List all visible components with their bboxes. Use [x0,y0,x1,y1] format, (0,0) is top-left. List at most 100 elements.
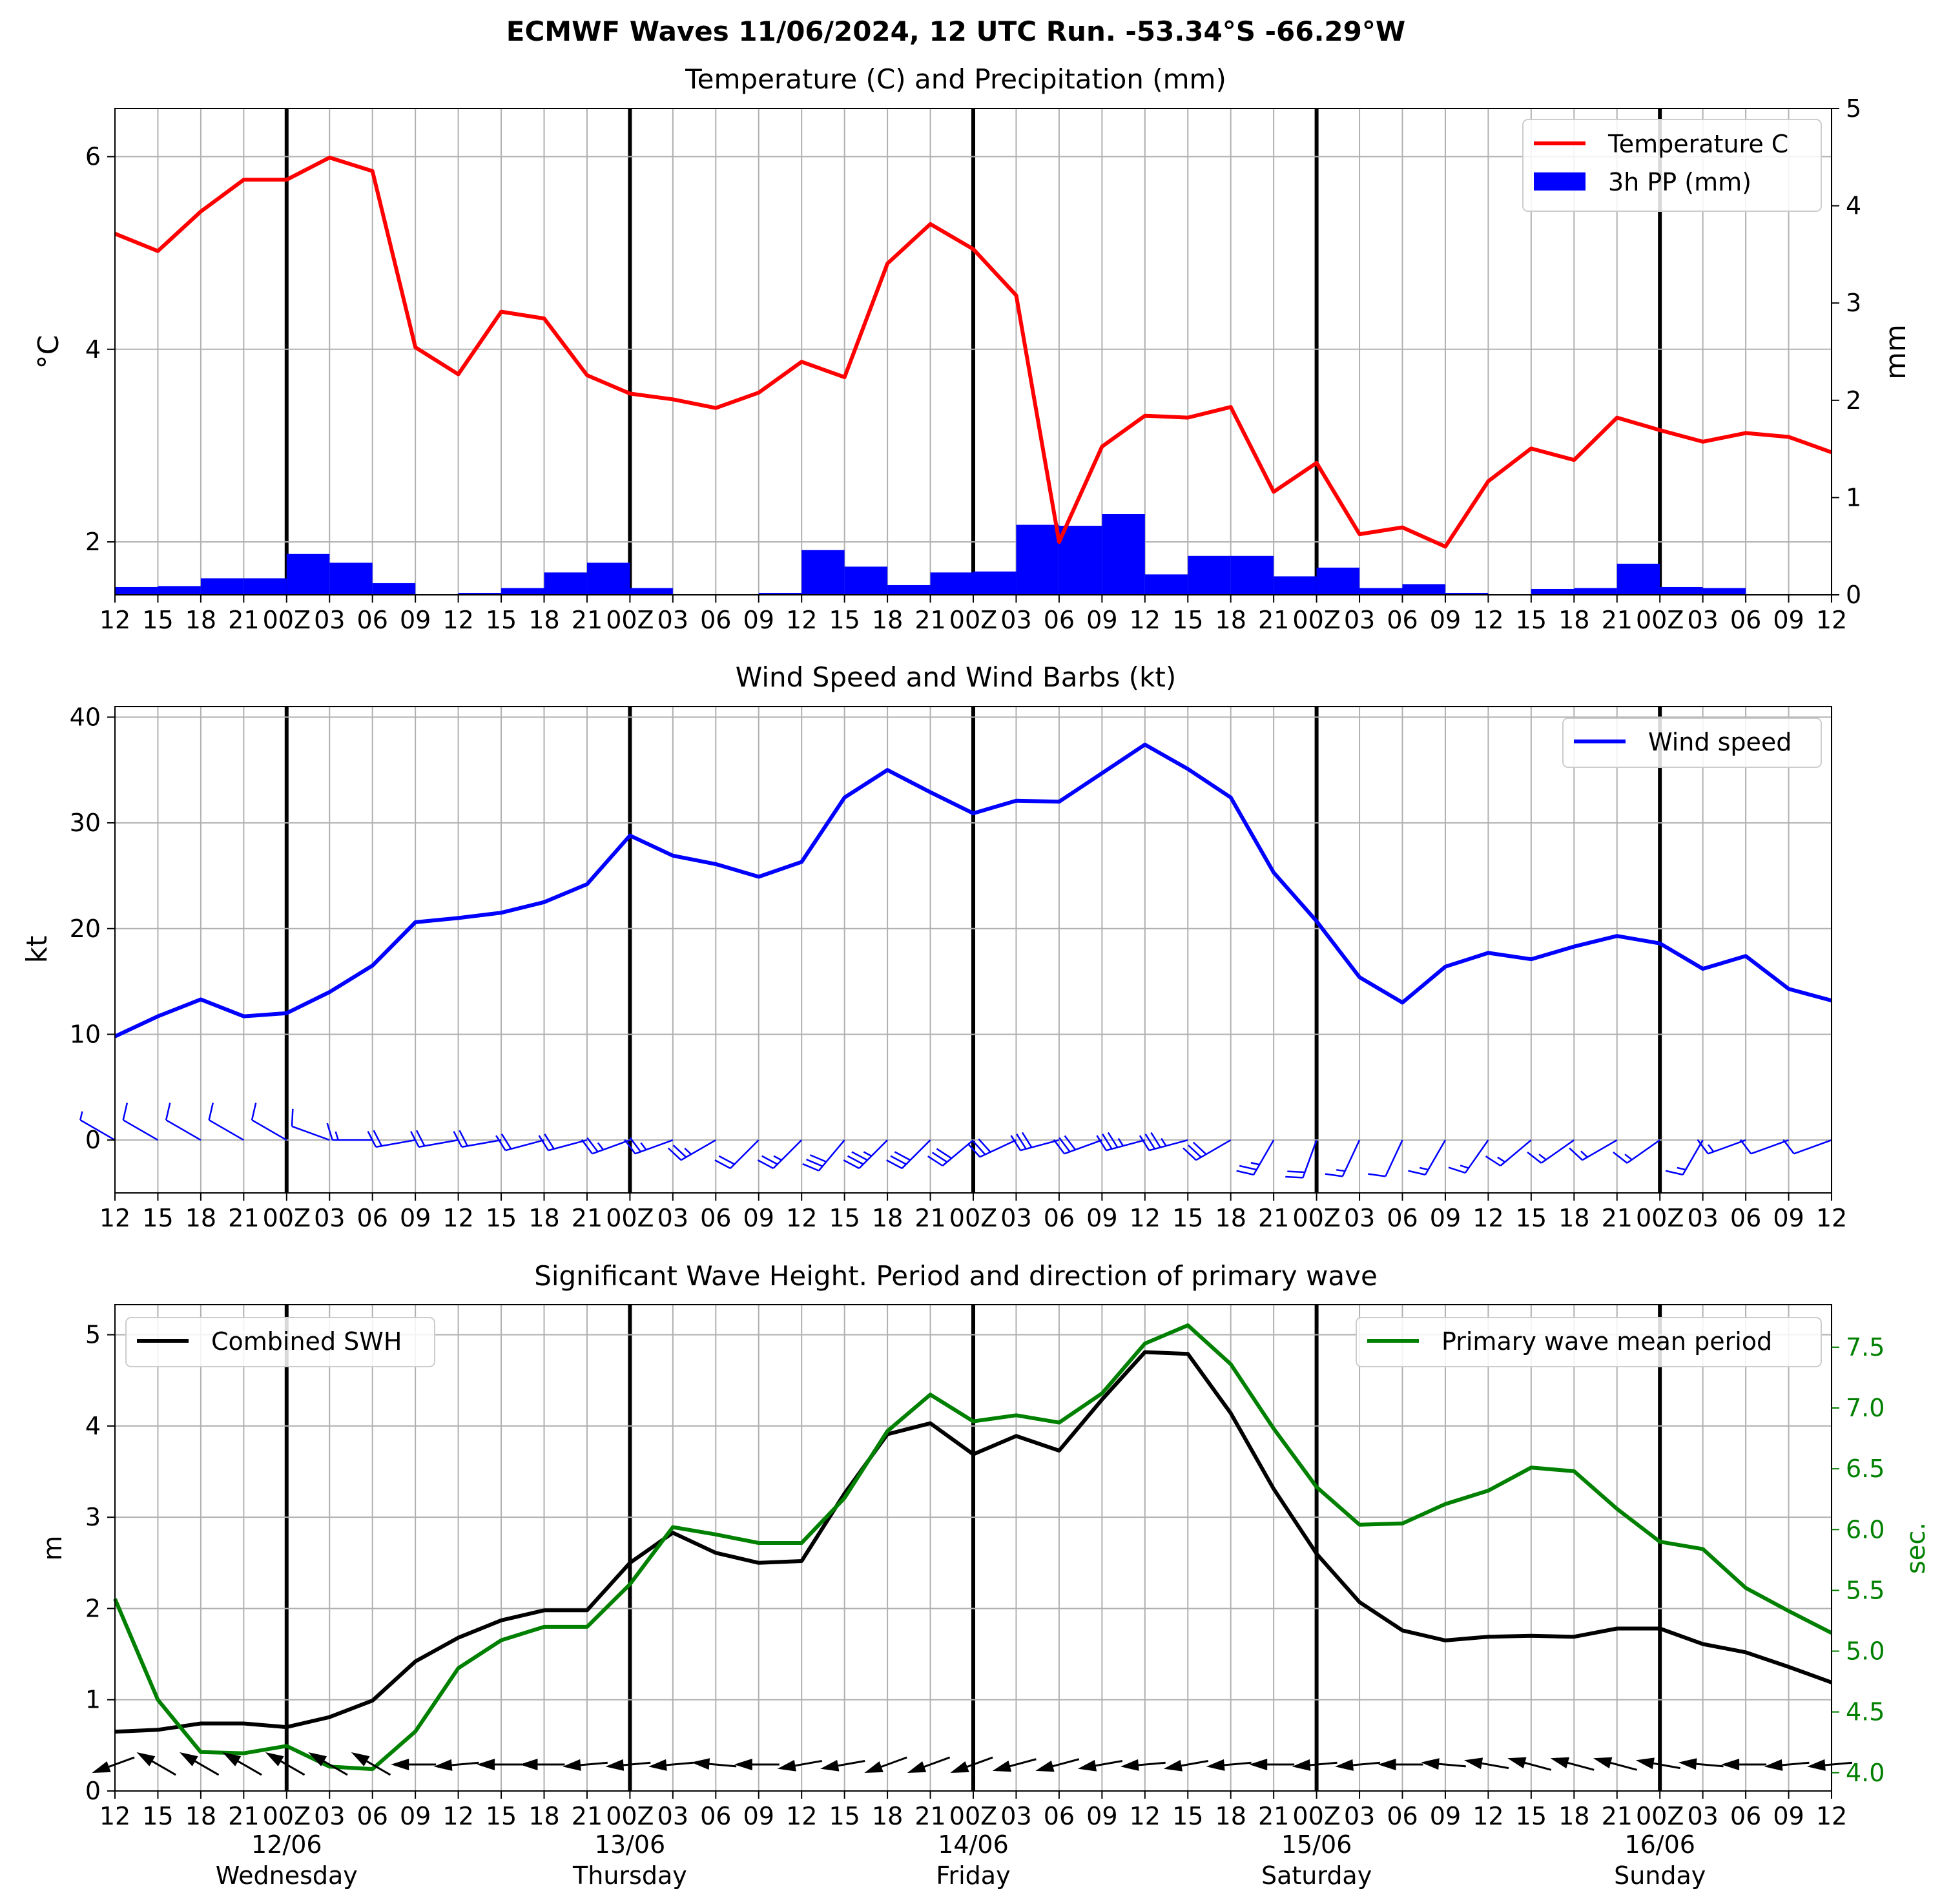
day-name-label: Thursday [572,1861,687,1890]
wave-arrow-head [265,1752,284,1766]
x-tick-label: 18 [185,1204,216,1232]
day-date-label: 12/06 [251,1830,322,1859]
wind-barb [1408,1139,1447,1176]
wind-barb [1010,1132,1060,1152]
wind-barb-half-feather [1336,1169,1345,1172]
wave-direction-arrow [265,1752,305,1776]
y-tick-label: 0 [1846,581,1861,609]
precip-bar [1144,574,1188,595]
x-tick-label: 21 [914,1204,945,1232]
wind-barb-feather [1010,1135,1022,1151]
day-date-label: 16/06 [1624,1830,1695,1859]
precip-bar [1402,584,1445,595]
wind-barb-feather [1059,1137,1071,1153]
wind-barb [1665,1139,1704,1176]
x-tick-label: 12 [1130,1204,1161,1232]
x-tick-label: 00Z [1292,1204,1340,1232]
panel-3-legend-left: Combined SWH [125,1317,435,1367]
wind-barb [1782,1139,1832,1155]
wave-direction-arrow [907,1756,951,1773]
precip-bar [1059,526,1102,595]
wind-barb-feather [1053,1139,1066,1155]
x-tick-label: 21 [1258,1204,1289,1232]
wind-barb-staff [858,1139,888,1169]
wind-barb-staff [818,1139,845,1172]
x-tick-label: 12 [99,606,130,634]
x-tick-label: 06 [1730,1802,1761,1830]
wind-barb-staff [1540,1139,1575,1164]
x-tick-label: 00Z [263,1802,311,1830]
wind-barb-staff [1682,1139,1704,1175]
wave-direction-arrow [691,1758,737,1770]
wind-barb-half-feather [1538,1154,1547,1161]
wind-barb-staff [209,1119,244,1141]
wind-barb [1739,1139,1789,1155]
wind-barb-feather [208,1102,214,1121]
legend-precip-label: 3h PP (mm) [1608,168,1751,196]
wind-barb-staff [1341,1139,1361,1177]
wind-barb-staff [1793,1139,1832,1155]
panel-1-title: Temperature (C) and Precipitation (mm) [685,63,1226,95]
wave-direction-arrow [1292,1759,1338,1771]
wind-barb-staff [730,1139,759,1169]
wave-direction-arrow [1550,1757,1595,1771]
wave-arrow-head [605,1759,625,1771]
x-tick-label: 15 [1172,606,1203,634]
x-tick-label: 00Z [949,606,997,634]
x-tick-label: 15 [486,1802,517,1830]
wind-barb [1236,1139,1275,1176]
wind-barb [326,1123,373,1141]
x-tick-label: 03 [314,1204,345,1232]
panel-2-legend: Wind speed [1562,718,1822,768]
y-tick-label: 1 [85,1686,101,1714]
x-tick-label: 18 [872,1204,903,1232]
x-tick-label: 00Z [949,1802,997,1830]
x-tick-label: 06 [357,606,388,634]
panel-2-y-ticks: 0 10 20 30 40 [70,703,115,1154]
wave-arrow-head [1292,1759,1311,1771]
wind-barb-half-feather [1677,1166,1686,1171]
wave-direction-arrow [1507,1757,1552,1771]
precip-bar [1188,555,1231,595]
wind-barb-staff [375,1139,416,1148]
wind-barb-feather [843,1159,860,1170]
day-date-label: 15/06 [1281,1830,1352,1859]
x-tick-label: 03 [1000,1802,1031,1830]
x-tick-label: 09 [1086,1204,1117,1232]
wave-arrow-head [1678,1758,1697,1770]
x-tick-label: 09 [1430,1802,1461,1830]
wind-barb-staff [1149,1139,1188,1152]
x-tick-label: 15 [1516,1802,1547,1830]
precip-bar [200,578,244,595]
x-tick-label: 12 [442,1204,473,1232]
y-tick-label: 2 [85,528,101,556]
wave-direction-arrow [391,1759,437,1770]
wave-arrow-head [1721,1759,1740,1770]
wind-barb-feather [495,1135,506,1151]
wind-barb-feather [886,1159,903,1170]
precip-bar [115,586,158,595]
x-tick-label: 03 [1687,1204,1718,1232]
y-tick-label: 7.5 [1846,1333,1885,1361]
x-tick-label: 06 [1387,1802,1418,1830]
wave-arrow-head [648,1759,667,1771]
wind-barb-half-feather [1497,1156,1505,1163]
wind-barb [291,1108,330,1141]
wind-barb [1183,1139,1232,1161]
x-tick-label: 12 [442,1802,473,1830]
y-tick-label: 4.0 [1846,1759,1885,1787]
wind-barb [538,1133,588,1152]
wind-barb-feather [1739,1139,1752,1155]
wind-barb [667,1139,716,1161]
wave-arrow-head [1507,1757,1527,1769]
legend-wind-label: Wind speed [1648,728,1792,756]
wind-barb-feather [459,1130,468,1146]
wave-direction-arrow [1635,1757,1680,1770]
x-tick-label: 06 [1387,1204,1418,1232]
panel-3-y-ticks: 0 1 2 3 4 5 [85,1321,115,1805]
wind-barb-feather [1144,1133,1156,1150]
wind-barb [251,1102,287,1141]
x-tick-label: 09 [743,1802,774,1830]
panel-2-title: Wind Speed and Wind Barbs (kt) [736,661,1176,693]
